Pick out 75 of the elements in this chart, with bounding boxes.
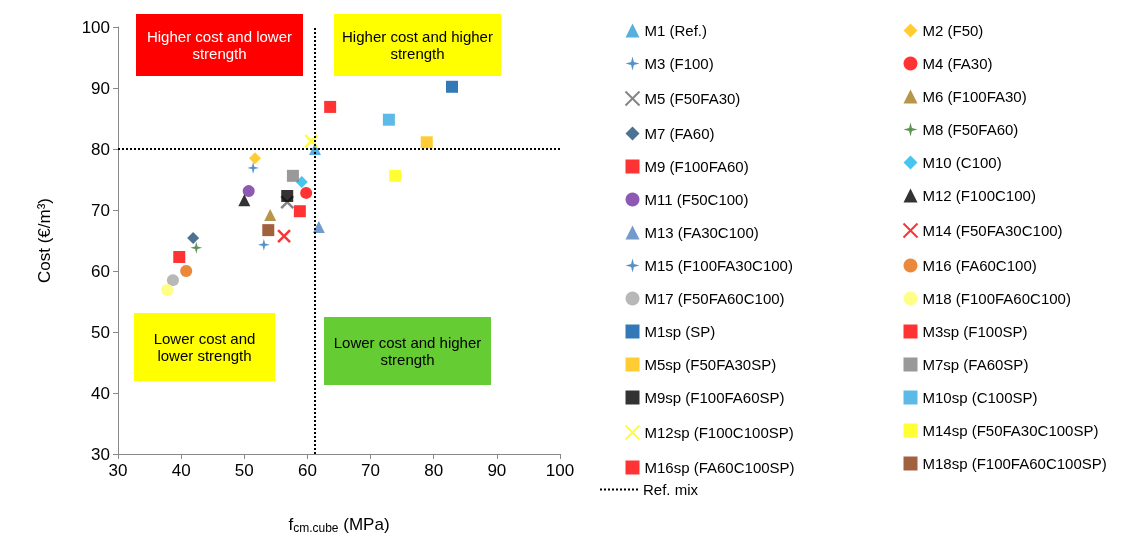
x-tick-label: 50: [234, 461, 254, 480]
text-box: Higher cost and higher strength: [334, 14, 501, 76]
point: [295, 175, 308, 188]
point: [187, 232, 200, 245]
point: [173, 250, 186, 263]
point: [262, 224, 275, 237]
text-box: Higher cost and lower strength: [136, 14, 303, 76]
legend-label: M9sp (F100FA60SP): [644, 389, 785, 406]
point: [264, 208, 277, 221]
y-tick-label: 40: [91, 383, 110, 403]
x-tick-label: 70: [361, 461, 381, 480]
legend-label: M16sp (FA60C100SP): [644, 459, 795, 476]
legend-label: M2 (F50): [922, 22, 984, 39]
y-tick-label: 50: [91, 322, 110, 342]
legend-label: M3sp (F100SP): [922, 323, 1028, 340]
legend-label: M18sp (F100FA60C100SP): [922, 455, 1107, 472]
text-box: Lower cost and higher strength: [324, 317, 491, 385]
point: [300, 186, 313, 199]
y-tick-label: 80: [91, 139, 110, 159]
legend-label: M8 (F50FA60): [922, 121, 1019, 138]
point: [247, 161, 260, 174]
legend-label: M5sp (F50FA30SP): [644, 356, 777, 373]
point: [257, 238, 270, 251]
y-tick-label: 60: [91, 261, 110, 281]
legend-label: M9 (F100FA60): [644, 158, 749, 175]
legend-label: M17 (F50FA60C100): [644, 290, 785, 307]
point: [382, 113, 395, 126]
legend-label: Ref. mix: [643, 481, 699, 498]
point: [324, 100, 337, 113]
point: [281, 189, 294, 202]
point: [420, 136, 433, 149]
point: [286, 169, 299, 182]
x-tick-label: 80: [424, 461, 444, 480]
legend-label: M7sp (FA60SP): [922, 356, 1029, 373]
point: [242, 185, 255, 198]
point: [180, 265, 193, 277]
point: [293, 205, 306, 218]
text-box: Lower cost and lower strength: [134, 313, 275, 381]
point: [166, 274, 179, 287]
point: [161, 283, 174, 296]
legend-label: M15 (F100FA30C100): [644, 257, 793, 274]
x-tick-label: 60: [297, 461, 317, 480]
legend-label: M10 (C100): [922, 154, 1002, 171]
legend-label: M12 (F100C100): [922, 187, 1036, 204]
point: [190, 241, 203, 254]
legend-label: M11 (F50C100): [644, 191, 749, 208]
legend-label: M1 (Ref.): [644, 22, 708, 39]
legend-label: M16 (FA60C100): [922, 257, 1037, 274]
point: [249, 152, 262, 165]
x-tick-label: 90: [487, 461, 507, 480]
x-tick-label: 30: [108, 461, 128, 480]
legend-label: M13 (FA30C100): [644, 224, 759, 241]
y-tick-label: 70: [91, 200, 110, 220]
point: [389, 169, 402, 182]
legend-label: M6 (F100FA30): [922, 88, 1027, 105]
point: [276, 228, 292, 244]
legend-label: M10sp (C100SP): [922, 389, 1038, 406]
x-tick-label: 40: [171, 461, 191, 480]
legend-label: M3 (F100): [644, 55, 714, 72]
point: [446, 80, 459, 93]
legend-label: M18 (F100FA60C100): [922, 290, 1071, 307]
legend-label: M7 (FA60): [644, 125, 715, 142]
y-tick-label: 100: [81, 17, 110, 37]
legend-label: M12sp (F100C100SP): [644, 424, 794, 441]
x-tick-label: 100: [545, 461, 575, 480]
legend-label: M4 (FA30): [922, 55, 993, 72]
y-tick-label: 30: [91, 444, 110, 464]
point: [238, 194, 251, 207]
y-axis-title: Cost (€/m³): [35, 198, 54, 283]
y-tick-label: 90: [91, 78, 110, 98]
legend-label: M1sp (SP): [644, 323, 716, 340]
legend-label: M5 (F50FA30): [644, 90, 741, 107]
legend-label: M14sp (F50FA30C100SP): [922, 422, 1099, 439]
legend-label: M14 (F50FA30C100): [922, 222, 1063, 239]
point: [279, 194, 295, 210]
